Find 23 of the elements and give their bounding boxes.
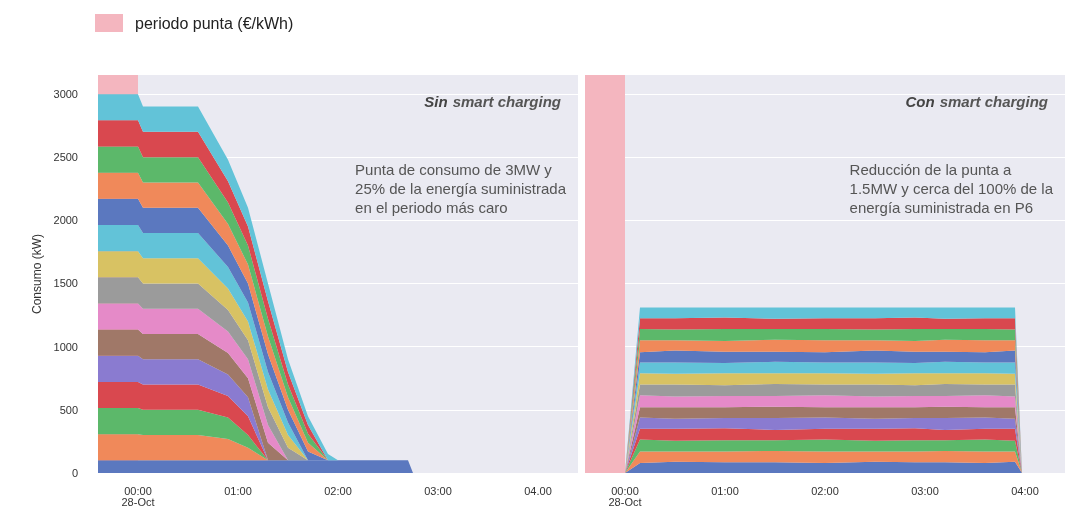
- text: Sin smart charging: [424, 92, 562, 110]
- legend-label: periodo punta (€/kWh): [135, 14, 294, 32]
- annotation: Reducción de la punta a 1.5MW y cerca del 100% de la energía suministrada en P6: [849, 161, 1054, 216]
- y-tick-label: 500: [59, 403, 78, 416]
- text: Con smart charging: [905, 92, 1049, 110]
- x-tick-label: 00:00 28-Oct: [121, 484, 155, 508]
- x-tick-label: 03:00: [424, 484, 452, 497]
- y-tick-label: 1000: [53, 340, 78, 353]
- annotation: Punta de consumo de 3MW y 25% de la energía suministrada en el periodo más caro: [355, 161, 567, 216]
- x-tick-label: 02:00: [324, 484, 352, 497]
- x-tick-label: 00:00 28-Oct: [608, 484, 642, 508]
- y-tick-label: 0: [71, 467, 78, 479]
- y-tick-label: 2500: [53, 151, 78, 164]
- y-tick-label: 1500: [53, 277, 78, 290]
- y-tick-label: 2000: [53, 214, 78, 227]
- x-tick-label: 02:00: [811, 484, 839, 497]
- x-tick-label: 04.00: [524, 484, 552, 497]
- x-tick-label: 01:00: [711, 484, 739, 497]
- y-axis-title: Consumo (kW): [29, 233, 44, 315]
- x-tick-label: 03:00: [911, 484, 939, 497]
- x-tick-label: 01:00: [224, 484, 252, 497]
- y-tick-label: 3000: [53, 87, 78, 100]
- x-tick-label: 04:00: [1011, 484, 1039, 497]
